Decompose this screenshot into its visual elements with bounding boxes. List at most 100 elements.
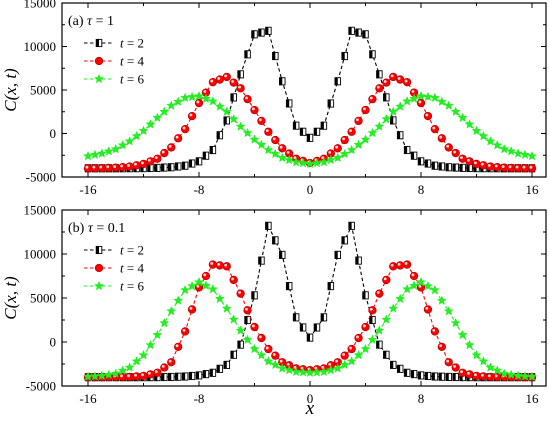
data-point: [451, 363, 460, 372]
data-point-highlight: [369, 96, 373, 100]
series-line: [87, 281, 533, 378]
data-point: [131, 130, 142, 141]
data-point-fill: [341, 52, 345, 60]
data-point: [472, 159, 481, 169]
x-tick-label: 8: [418, 182, 425, 197]
series-t2: [84, 26, 536, 173]
data-point-highlight: [439, 135, 443, 139]
data-point-highlight: [376, 85, 380, 89]
data-point-highlight: [515, 165, 519, 169]
data-point: [422, 280, 433, 291]
data-point-fill: [175, 373, 179, 381]
data-point: [152, 329, 163, 340]
legend-marker-fill: [96, 246, 99, 254]
legend-marker: [93, 73, 105, 84]
data-point-fill: [168, 163, 172, 171]
data-point-highlight: [453, 365, 456, 368]
data-point-fill: [355, 257, 359, 265]
data-point: [96, 148, 107, 158]
data-point: [229, 275, 238, 285]
data-point-fill: [321, 313, 324, 321]
data-point-fill: [411, 370, 415, 378]
data-point: [117, 139, 128, 150]
data-point: [89, 149, 100, 160]
data-point: [214, 293, 225, 304]
data-point-fill: [258, 257, 262, 265]
data-point: [242, 127, 253, 138]
data-point: [374, 121, 385, 131]
data-point-fill: [279, 251, 283, 259]
data-point: [381, 113, 392, 124]
data-point: [513, 163, 523, 173]
data-point: [409, 280, 420, 290]
y-tick-label: 15000: [24, 203, 57, 218]
data-point: [526, 150, 538, 161]
data-point-highlight: [161, 365, 165, 368]
data-point-fill: [258, 28, 262, 37]
data-point-fill: [251, 291, 255, 299]
data-point-highlight: [383, 80, 387, 83]
data-point-highlight: [189, 113, 193, 117]
data-point-fill: [300, 128, 304, 136]
data-point-highlight: [231, 277, 234, 281]
data-point-fill: [390, 361, 394, 369]
legend-entry-label: t = 6: [120, 72, 144, 87]
x-tick-label: -8: [194, 391, 205, 406]
data-point: [318, 366, 329, 377]
data-point-fill: [439, 162, 442, 171]
data-point: [167, 143, 176, 152]
data-point-highlight: [418, 284, 422, 288]
data-point-highlight: [231, 80, 234, 83]
data-point: [277, 363, 288, 373]
data-point: [271, 135, 280, 145]
data-point-highlight: [349, 129, 352, 133]
data-point: [444, 143, 453, 152]
data-point: [332, 363, 343, 373]
data-point: [166, 100, 177, 110]
series-t4: [83, 260, 537, 382]
data-point-fill: [161, 163, 165, 172]
chart-panel-a: -16 -8 0 8 16 -5000 0 5000 10000 15000 C(x, t) (a) …: [1, 0, 547, 197]
data-point: [409, 93, 420, 103]
data-point: [396, 261, 405, 270]
data-point: [458, 154, 467, 163]
data-point-highlight: [238, 85, 241, 89]
panel-label: (b) τ = 0.1: [68, 221, 125, 236]
data-point-highlight: [279, 145, 283, 149]
data-point-fill: [314, 128, 317, 136]
data-point-fill: [376, 70, 380, 78]
data-point-highlight: [369, 307, 373, 311]
data-point: [471, 349, 482, 360]
y-tick-label: 0: [50, 126, 57, 141]
data-point-highlight: [196, 100, 200, 104]
data-point-fill: [334, 251, 338, 259]
x-tick-label: 16: [526, 391, 540, 406]
data-point-highlight: [508, 165, 512, 169]
data-point-highlight: [182, 328, 186, 332]
data-point: [215, 75, 224, 84]
data-point-highlight: [154, 370, 158, 374]
data-point: [437, 134, 446, 143]
data-point: [145, 339, 156, 350]
data-point-highlight: [272, 137, 276, 141]
data-point-fill: [376, 341, 380, 349]
data-point-highlight: [189, 306, 193, 310]
data-point: [520, 164, 530, 173]
series-line: [87, 76, 533, 169]
data-point-highlight: [453, 150, 456, 154]
data-point-highlight: [113, 165, 117, 168]
data-point: [457, 329, 468, 340]
legend-marker-fill: [96, 39, 99, 47]
data-point-highlight: [432, 126, 436, 130]
data-point: [173, 96, 184, 107]
data-point-fill: [334, 77, 338, 85]
data-point: [507, 163, 516, 173]
data-point-fill: [473, 164, 477, 172]
data-point: [429, 284, 440, 295]
data-point-fill: [154, 164, 158, 172]
data-point: [415, 90, 427, 101]
data-point: [200, 93, 211, 103]
data-point: [284, 154, 295, 165]
data-point-fill: [369, 50, 373, 58]
y-tick-label: 0: [50, 335, 57, 350]
